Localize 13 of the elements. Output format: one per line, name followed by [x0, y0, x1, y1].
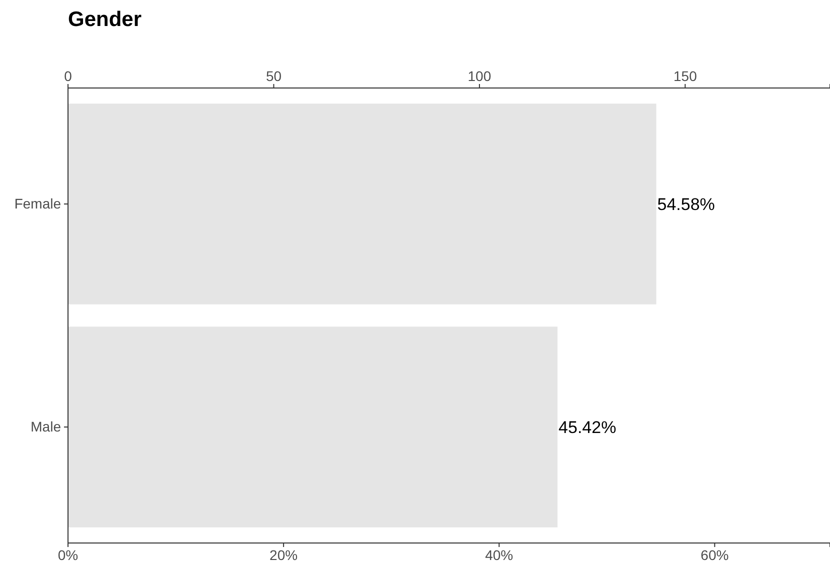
x-tick-label: 40%	[485, 546, 514, 563]
data-label: 45.42%	[558, 418, 616, 437]
x-tick-label: 0%	[58, 546, 78, 563]
x2-tick-label: 50	[266, 68, 282, 84]
x-tick-label: 60%	[700, 546, 729, 563]
y-tick-label: Female	[14, 195, 62, 212]
data-label: 54.58%	[657, 194, 715, 214]
chart-title: Gender	[68, 8, 142, 31]
x2-tick-label: 150	[673, 68, 698, 84]
x-tick-label: 20%	[270, 546, 298, 563]
y-tick-label: Male	[30, 418, 62, 434]
x2-tick-label: 100	[468, 68, 492, 84]
x2-tick-label: 0	[64, 68, 72, 84]
